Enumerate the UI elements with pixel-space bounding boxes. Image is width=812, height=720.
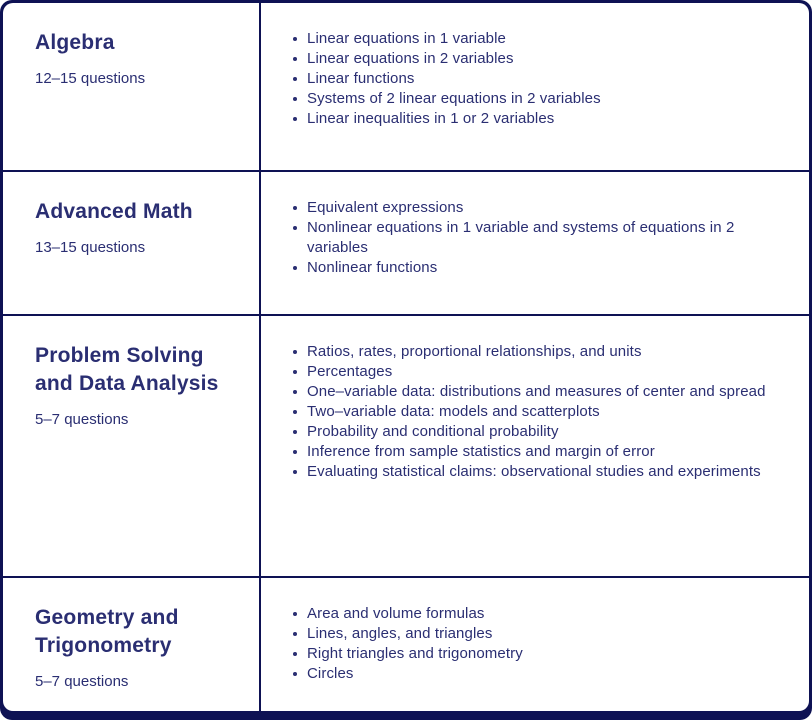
topic-item: Systems of 2 linear equations in 2 varia… bbox=[291, 89, 769, 109]
topic-item: Linear functions bbox=[291, 69, 769, 89]
topic-item: Probability and conditional probability bbox=[291, 422, 769, 442]
table-row-advanced-math-header: Advanced Math 13–15 questions bbox=[3, 170, 259, 314]
topic-item: Evaluating statistical claims: observati… bbox=[291, 462, 769, 482]
topic-item: Right triangles and trigonometry bbox=[291, 644, 769, 664]
topic-item: One–variable data: distributions and mea… bbox=[291, 382, 769, 402]
topic-item: Nonlinear equations in 1 variable and sy… bbox=[291, 218, 769, 258]
content-table: Algebra 12–15 questions Linear equations… bbox=[3, 3, 809, 711]
topic-item: Circles bbox=[291, 664, 769, 684]
question-count: 12–15 questions bbox=[35, 70, 146, 87]
topic-item: Lines, angles, and triangles bbox=[291, 624, 769, 644]
topic-title: Geometry and Trigonometry bbox=[35, 606, 179, 657]
topic-item: Ratios, rates, proportional relationship… bbox=[291, 342, 769, 362]
topic-list: Linear equations in 1 variable Linear eq… bbox=[291, 29, 769, 129]
topic-item: Percentages bbox=[291, 362, 769, 382]
question-count: 5–7 questions bbox=[35, 673, 129, 690]
table-row-algebra-header: Algebra 12–15 questions bbox=[3, 3, 259, 170]
table-row-geometry-header: Geometry and Trigonometry 5–7 questions bbox=[3, 576, 259, 711]
table-row-problem-solving-header: Problem Solving and Data Analysis 5–7 qu… bbox=[3, 314, 259, 576]
topic-item: Inference from sample statistics and mar… bbox=[291, 442, 769, 462]
table-row-advanced-math-topics: Equivalent expressions Nonlinear equatio… bbox=[259, 170, 809, 314]
topic-item: Nonlinear functions bbox=[291, 258, 769, 278]
topic-item: Linear equations in 1 variable bbox=[291, 29, 769, 49]
topic-list: Area and volume formulas Lines, angles, … bbox=[291, 604, 769, 684]
topic-title: Algebra bbox=[35, 31, 115, 54]
table-row-geometry-topics: Area and volume formulas Lines, angles, … bbox=[259, 576, 809, 711]
topic-item: Linear equations in 2 variables bbox=[291, 49, 769, 69]
topic-item: Area and volume formulas bbox=[291, 604, 769, 624]
topic-item: Linear inequalities in 1 or 2 variables bbox=[291, 109, 769, 129]
table-row-problem-solving-topics: Ratios, rates, proportional relationship… bbox=[259, 314, 809, 576]
table-row-algebra-topics: Linear equations in 1 variable Linear eq… bbox=[259, 3, 809, 170]
question-count: 5–7 questions bbox=[35, 411, 129, 428]
topic-item: Two–variable data: models and scatterplo… bbox=[291, 402, 769, 422]
question-count: 13–15 questions bbox=[35, 239, 146, 256]
topic-list: Equivalent expressions Nonlinear equatio… bbox=[291, 198, 769, 278]
topic-title: Problem Solving and Data Analysis bbox=[35, 344, 219, 395]
topic-item: Equivalent expressions bbox=[291, 198, 769, 218]
topic-title: Advanced Math bbox=[35, 200, 193, 223]
topic-list: Ratios, rates, proportional relationship… bbox=[291, 342, 769, 482]
